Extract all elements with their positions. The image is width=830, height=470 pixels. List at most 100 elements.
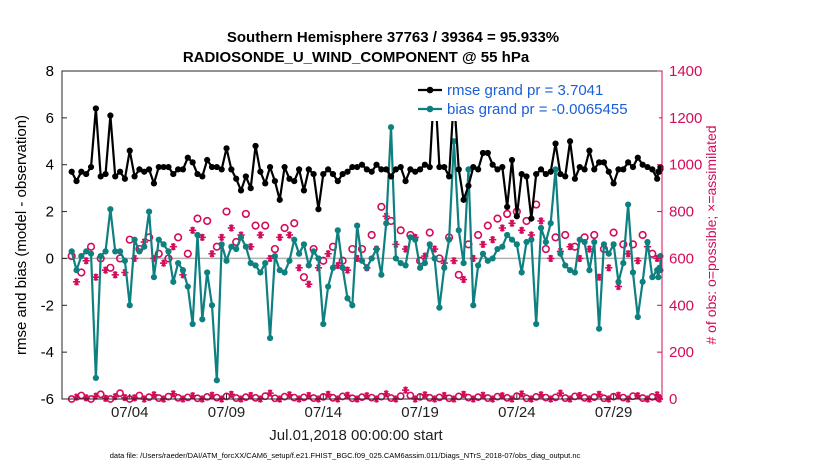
bias-point	[276, 267, 283, 274]
y-tick-label-right: 200	[669, 344, 694, 361]
bias-point	[518, 269, 525, 276]
rmse-point	[344, 168, 351, 175]
near-zero-possible-point	[493, 392, 502, 401]
rmse-point	[566, 138, 574, 145]
rmse-point	[557, 170, 564, 178]
rmse-point	[237, 187, 245, 194]
bias-point	[528, 236, 535, 243]
x-tick-label: 07/24	[498, 404, 536, 421]
rmse-point	[189, 159, 196, 166]
near-zero-possible-point	[425, 393, 434, 402]
rmse-point	[334, 178, 341, 185]
obs-assimilated-point	[585, 245, 594, 253]
rmse-point	[126, 147, 133, 154]
near-zero-possible-point	[503, 393, 512, 402]
obs-assimilated-point	[566, 243, 574, 251]
rmse-point	[605, 168, 612, 175]
bias-point	[508, 236, 516, 243]
rmse-point	[281, 163, 288, 171]
y-tick-label-left: -2	[41, 297, 54, 314]
rmse-series	[68, 77, 664, 222]
y-tick-label-right: 0	[669, 391, 677, 408]
rmse-point	[547, 168, 554, 175]
rmse-point	[141, 168, 148, 175]
bias-point	[223, 257, 230, 264]
bias-point	[373, 245, 380, 253]
bias-point	[155, 236, 162, 243]
obs-possible-point	[590, 230, 599, 240]
rmse-point	[416, 166, 424, 173]
rmse-point	[208, 163, 216, 171]
bias-point	[436, 304, 443, 311]
bias-line	[70, 126, 662, 382]
bias-point	[657, 267, 664, 274]
near-zero-possible-point	[358, 393, 366, 402]
y-tick-label-right: 1200	[669, 110, 702, 127]
bias-point	[141, 243, 148, 250]
rmse-point	[329, 170, 337, 178]
obs-possible-point	[454, 270, 463, 279]
obs-possible-point	[193, 214, 202, 223]
bias-point	[266, 334, 274, 342]
rmse-point	[523, 173, 530, 180]
bias-point	[644, 238, 651, 246]
legend: rmse grand pr = 3.7041 bias grand pr = -…	[415, 75, 659, 121]
rmse-point	[97, 173, 104, 180]
rmse-point	[494, 166, 501, 173]
bias-point	[387, 124, 395, 131]
bias-point	[397, 260, 404, 267]
obs-possible-point	[174, 233, 183, 242]
obs-possible-point	[628, 240, 638, 249]
bias-point	[92, 374, 99, 382]
bias-point	[344, 295, 351, 302]
bias-point	[571, 269, 579, 276]
bias-point	[499, 243, 506, 250]
bias-point	[605, 250, 612, 257]
rmse-point	[228, 166, 235, 173]
rmse-point	[150, 180, 158, 187]
obs-possible-point	[203, 216, 212, 226]
obs-possible-point	[493, 214, 502, 223]
bias-point	[562, 262, 569, 269]
obs-assimilated-point	[508, 219, 516, 227]
bias-point	[407, 234, 414, 241]
obs-assimilated-point	[605, 264, 613, 272]
rmse-point	[112, 173, 119, 180]
chart-title: Southern Hemisphere 37763 / 39364 = 95.9…	[227, 29, 559, 46]
bias-series	[68, 124, 664, 384]
rmse-point	[387, 173, 395, 180]
bias-point	[441, 264, 448, 271]
bias-point	[586, 267, 593, 274]
bias-point	[189, 320, 196, 328]
x-tick-label: 07/19	[401, 404, 439, 421]
bias-point	[620, 260, 627, 267]
rmse-point	[271, 178, 279, 185]
rmse-point	[455, 166, 462, 173]
rmse-point	[247, 185, 254, 192]
near-zero-assimilated-point	[169, 390, 177, 398]
obs-possible-point	[503, 209, 512, 219]
rmse-point	[421, 161, 429, 168]
rmse-point	[595, 159, 603, 166]
rmse-point	[528, 215, 535, 222]
bias-point	[416, 264, 424, 271]
obs-assimilated-point	[343, 266, 352, 274]
y-axis-label-left: rmse and bias (model - observation)	[13, 115, 30, 355]
rmse-point	[508, 156, 516, 164]
bias-point	[68, 248, 75, 255]
rmse-point	[107, 112, 114, 119]
bias-point	[566, 267, 574, 274]
rmse-point	[620, 166, 627, 173]
near-zero-possible-point	[154, 394, 163, 402]
bias-point	[170, 278, 177, 285]
obs-possible-point	[561, 230, 570, 240]
near-zero-possible-point	[561, 394, 570, 402]
near-zero-possible-point	[338, 392, 347, 401]
near-zero-possible-point	[309, 394, 318, 402]
rmse-point	[383, 166, 390, 173]
rmse-point	[499, 163, 506, 171]
rmse-point	[320, 170, 327, 178]
rmse-point	[145, 166, 153, 173]
obs-assimilated-point	[285, 231, 294, 239]
rmse-point	[291, 178, 298, 185]
